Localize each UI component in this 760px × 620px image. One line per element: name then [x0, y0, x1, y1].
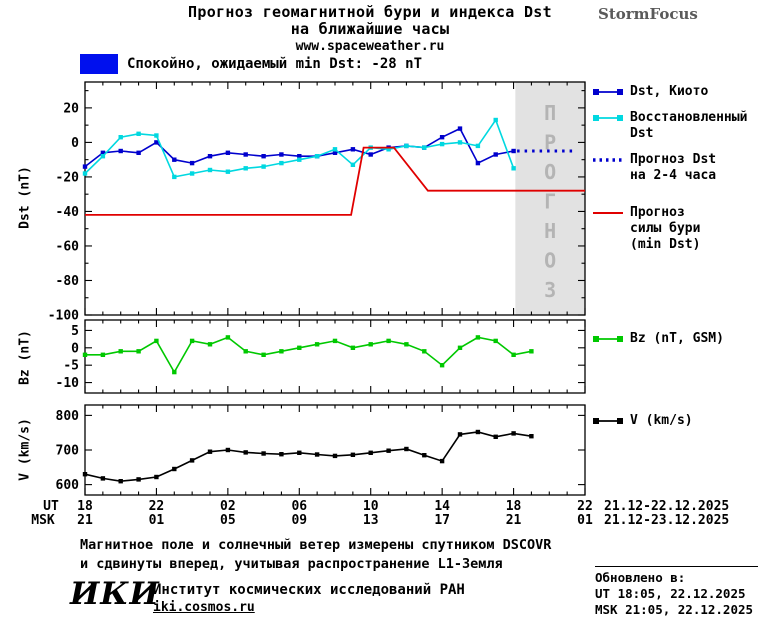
legend-sample-dst_restored [593, 115, 623, 121]
iki-logo: ИКИ [70, 576, 160, 612]
svg-text:О: О [544, 160, 556, 184]
xaxis-msk-row-label: MSK [31, 513, 55, 528]
legend-sample-dst_kyoto [593, 89, 623, 95]
legend-label-dst_restored: Восстановленный Dst [630, 110, 748, 141]
legend-item-bz: Bz (nT, GSM) [593, 331, 724, 347]
data-source-note: Магнитное поле и солнечный ветер измерен… [80, 536, 551, 574]
v-axis-label: V (km/s) [17, 418, 33, 481]
svg-text:5: 5 [71, 324, 79, 339]
xaxis-ut-hour: 06 [291, 499, 308, 514]
legend-item-storm_forecast: Прогноз силы бури (min Dst) [593, 205, 700, 253]
xaxis-ut-hour: 22 [148, 499, 165, 514]
title-line-2: на ближайшие часы [290, 20, 450, 38]
page-title: Прогноз геомагнитной бури и индекса Dst … [130, 3, 610, 55]
xaxis-msk-hour: 01 [148, 513, 165, 528]
legend-item-dst_forecast: Прогноз Dst на 2-4 часа [593, 152, 716, 184]
svg-text:-100: -100 [48, 309, 79, 324]
svg-text:Г: Г [544, 190, 556, 214]
xaxis-ut-hour: 18 [505, 499, 522, 514]
legend-item-v: V (km/s) [593, 413, 693, 429]
institute-name: Институт космических исследований РАН [153, 582, 465, 598]
svg-text:Н: Н [544, 219, 556, 243]
svg-text:700: 700 [56, 444, 80, 459]
xaxis-ut-hour: 22 [577, 499, 593, 514]
note-line-2: и сдвинуты вперед, учитывая распростране… [80, 556, 503, 572]
svg-text:П: П [544, 101, 556, 125]
xaxis-ut-hour: 02 [220, 499, 236, 514]
xaxis-ut-hour: 10 [362, 499, 379, 514]
svg-text:600: 600 [56, 478, 80, 493]
legend-label-dst_forecast: Прогноз Dst на 2-4 часа [630, 152, 717, 183]
xaxis-msk-hour: 09 [291, 513, 308, 528]
legend-label-storm_forecast: Прогноз силы бури (min Dst) [630, 205, 701, 252]
svg-text:-60: -60 [56, 239, 80, 254]
svg-text:Р: Р [544, 131, 556, 155]
svg-text:0: 0 [71, 136, 79, 151]
svg-text:20: 20 [63, 101, 79, 116]
svg-text:800: 800 [56, 409, 80, 424]
xaxis-msk-hour: 01 [577, 513, 593, 528]
iki-site-link[interactable]: iki.cosmos.ru [153, 600, 255, 615]
xaxis-msk-daterange: 21.12-23.12.2025 [604, 513, 730, 528]
legend-item-dst_restored: Восстановленный Dst [593, 110, 747, 142]
storm-level-swatch [80, 54, 118, 74]
brand-label: StormFocus [598, 5, 698, 23]
legend-label-v: V (km/s) [630, 413, 693, 428]
updated-label: Обновлено в: [595, 570, 686, 585]
v-chart-panel: 800 700 600 [56, 404, 586, 496]
svg-text:0: 0 [71, 341, 79, 356]
dst-axis-label: Dst (nT) [17, 166, 33, 229]
xaxis-msk-hour: 21 [77, 513, 93, 528]
xaxis-msk-hour: 17 [434, 513, 450, 528]
legend-item-dst_kyoto: Dst, Киото [593, 84, 708, 100]
chart-legend: Dst, Киото Восстановленный Dst Прогноз Dst… [593, 0, 760, 500]
svg-text:З: З [544, 278, 556, 302]
xaxis-msk-hour: 13 [362, 513, 379, 528]
xaxis-msk-hour: 21 [505, 513, 522, 528]
updated-msk: MSK 21:05, 22.12.2025 [595, 602, 754, 617]
svg-text:-5: -5 [63, 359, 79, 374]
title-line-1: Прогноз геомагнитной бури и индекса Dst [188, 3, 552, 21]
svg-text:-20: -20 [56, 170, 80, 185]
legend-sample-storm_forecast [593, 212, 623, 214]
xaxis-ut-hour: 18 [77, 499, 93, 514]
svg-text:О: О [544, 249, 556, 273]
xaxis-msk-hour: 05 [220, 513, 236, 528]
updated-ut: UT 18:05, 22.12.2025 [595, 586, 746, 601]
svg-text:-10: -10 [56, 376, 80, 391]
note-line-1: Магнитное поле и солнечный ветер измерен… [80, 537, 552, 553]
xaxis-labels: UT MSK 18 22 02 06 10 14 18 22 21 01 05 09 13 17 21 01 21.… [0, 499, 760, 529]
legend-sample-v [593, 418, 623, 424]
legend-sample-bz [593, 336, 623, 342]
storm-level-text: Спокойно, ожидаемый min Dst: -28 nT [127, 56, 423, 72]
bz-axis-label: Bz (nT) [17, 330, 33, 385]
legend-label-bz: Bz (nT, GSM) [630, 331, 724, 346]
xaxis-ut-row-label: UT [43, 499, 59, 514]
bz-chart-panel: 5 0 -5 -10 [56, 319, 586, 394]
legend-label-dst_kyoto: Dst, Киото [630, 84, 709, 99]
svg-text:-80: -80 [56, 274, 80, 289]
storm-level-indicator: Спокойно, ожидаемый min Dst: -28 nT [80, 54, 422, 74]
spaceweather-link[interactable]: www.spaceweather.ru [295, 39, 445, 54]
xaxis-ut-hour: 14 [434, 499, 450, 514]
updated-block: Обновлено в: UT 18:05, 22.12.2025 MSK 21… [595, 566, 758, 618]
legend-sample-dst_forecast [593, 158, 623, 162]
svg-text:-40: -40 [56, 205, 80, 220]
xaxis-ut-daterange: 21.12-22.12.2025 [604, 499, 730, 514]
